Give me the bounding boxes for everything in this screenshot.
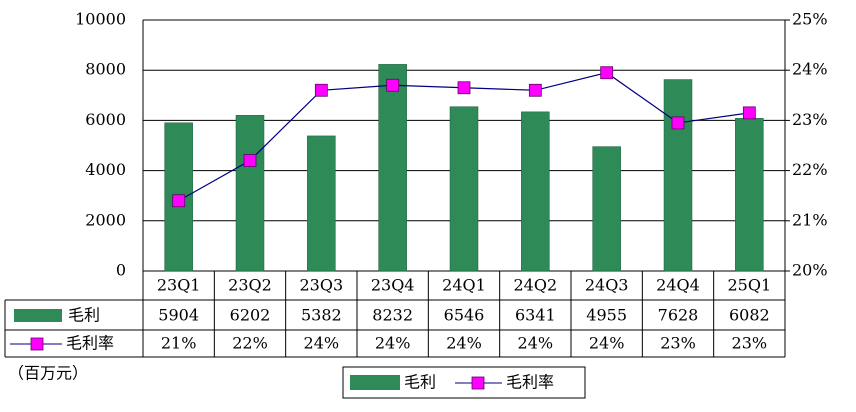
- table-value: 23%: [660, 334, 696, 353]
- row-label: 毛利: [68, 306, 100, 325]
- y-tick-label: 8000: [85, 60, 126, 79]
- table-value: 7628: [658, 306, 699, 325]
- bar: [449, 106, 479, 272]
- marker: [457, 81, 471, 95]
- row-label: 毛利率: [66, 334, 114, 353]
- y2-tick-label: 20%: [792, 261, 828, 280]
- table-value: 24%: [446, 334, 482, 353]
- y2-tick-label: 22%: [792, 160, 828, 179]
- table-value: 21%: [161, 334, 197, 353]
- table-value: 6202: [230, 306, 271, 325]
- y-tick-label: 6000: [85, 110, 126, 129]
- row-legend-bar: [14, 309, 62, 322]
- table-value: 24%: [375, 334, 411, 353]
- y2-tick-label: 21%: [792, 210, 828, 229]
- y-tick-label: 0: [116, 261, 126, 280]
- x-tick-label: 24Q3: [585, 276, 629, 295]
- table-value: 5904: [158, 306, 199, 325]
- x-tick-label: 24Q4: [656, 276, 700, 295]
- marker: [386, 78, 400, 92]
- table-value: 24%: [589, 334, 625, 353]
- y-tick-label: 2000: [85, 210, 126, 229]
- marker: [243, 154, 257, 167]
- bar: [735, 118, 764, 272]
- x-tick-label: 25Q1: [728, 276, 772, 295]
- bar: [235, 115, 265, 272]
- bar: [663, 79, 693, 272]
- marker: [600, 66, 614, 80]
- bar: [521, 111, 550, 272]
- y-tick-label: 10000: [75, 10, 126, 29]
- table-value: 5382: [301, 306, 342, 325]
- x-tick-label: 24Q1: [442, 276, 486, 295]
- table-value: 24%: [304, 334, 340, 353]
- y2-tick-label: 23%: [792, 110, 828, 129]
- x-tick-label: 24Q2: [514, 276, 558, 295]
- table-value: 6546: [444, 306, 485, 325]
- marker: [314, 83, 328, 97]
- marker: [471, 376, 485, 390]
- legend-swatch: [350, 375, 400, 390]
- x-tick-label: 23Q4: [371, 276, 415, 295]
- unit-label: （百万元）: [8, 364, 88, 383]
- table-value: 24%: [518, 334, 554, 353]
- table-value: 22%: [232, 334, 268, 353]
- marker: [742, 106, 756, 120]
- y2-tick-label: 24%: [792, 60, 828, 79]
- bar: [307, 135, 336, 272]
- legend-box: [342, 366, 586, 399]
- legend-label: 毛利: [404, 373, 436, 392]
- marker: [172, 194, 186, 208]
- table-value: 6341: [515, 306, 556, 325]
- table-value: 8232: [372, 306, 413, 325]
- table-value: 23%: [732, 334, 768, 353]
- marker: [671, 116, 685, 130]
- marker: [30, 337, 44, 351]
- y-tick-label: 4000: [85, 160, 126, 179]
- x-tick-label: 23Q3: [300, 276, 344, 295]
- y2-tick-label: 25%: [792, 10, 828, 29]
- x-tick-label: 23Q1: [157, 276, 201, 295]
- bar: [378, 64, 407, 272]
- legend-label: 毛利率: [506, 373, 554, 392]
- x-tick-label: 23Q2: [228, 276, 272, 295]
- table-value: 6082: [729, 306, 770, 325]
- bar: [592, 146, 621, 272]
- marker: [528, 83, 542, 97]
- table-value: 4955: [586, 306, 627, 325]
